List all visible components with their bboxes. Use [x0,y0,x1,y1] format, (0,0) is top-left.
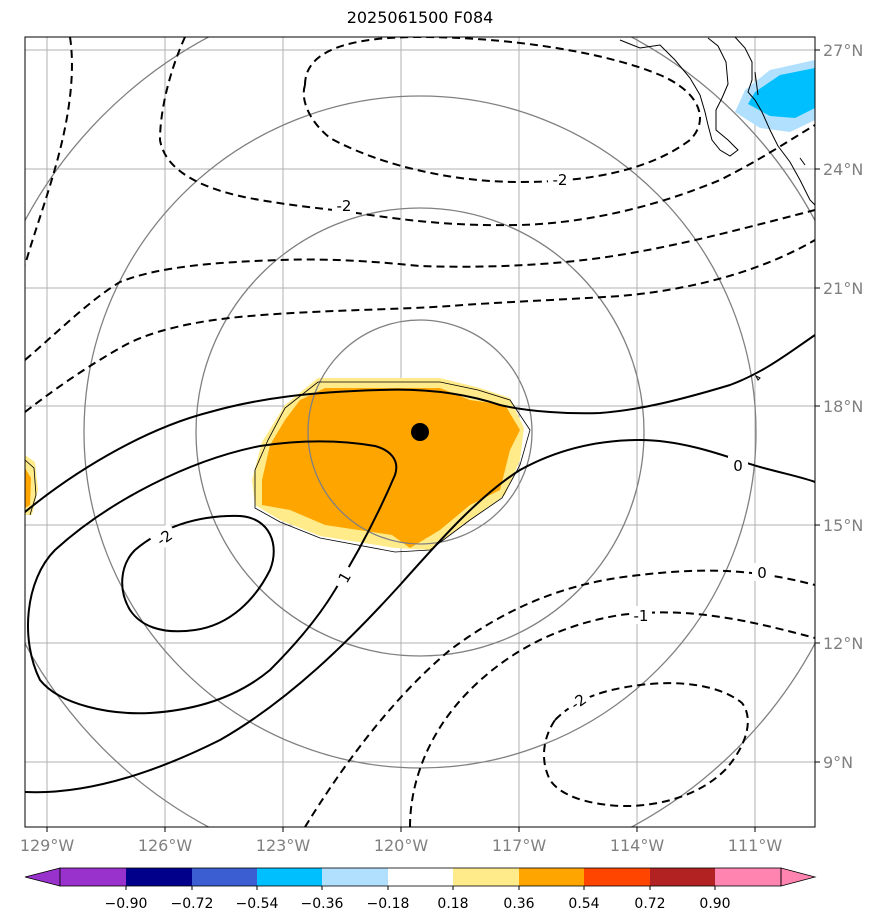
colorbar-extend-high [780,867,817,887]
colorbar-label: 0.18 [437,896,468,912]
lon-label: 129°W [20,836,75,855]
plot-title: 2025061500 F084 [346,8,494,27]
colorbar-label: 0.54 [568,896,599,912]
contour-label: -2 [553,171,568,189]
contour-label: -2 [337,197,352,215]
contour-label: 0 [733,457,743,475]
colorbar-segment [584,868,650,886]
lon-label: 117°W [492,836,547,855]
lon-labels: 129°W 126°W 123°W 120°W 117°W 114°W 111°… [20,836,783,855]
contour-labels: -2 -2 -2 0 0 1 -1 -2 [149,170,772,716]
colorbar-label: −0.36 [301,896,344,912]
shade-blue [748,68,815,118]
colorbar-segment [388,868,453,886]
lat-label: 9°N [823,753,853,772]
shade-orange [262,388,520,548]
colorbar-label: −0.54 [236,896,279,912]
colorbar-segment [519,868,584,886]
lon-label: 114°W [610,836,665,855]
colorbar-segment [60,868,126,886]
lat-label: 24°N [823,160,863,179]
lon-label: 126°W [138,836,193,855]
colorbar-label: −0.18 [367,896,410,912]
lat-label: 21°N [823,279,863,298]
colorbar-segment [192,868,257,886]
colorbar-segment [257,868,322,886]
coastline [619,37,815,381]
tick-marks [46,49,820,832]
map-area: -2 -2 -2 0 0 1 -1 -2 [25,37,815,827]
storm-center-marker [411,423,429,441]
shade-outline [254,381,531,553]
lat-label: 18°N [823,397,863,416]
colorbar-label: 0.90 [699,896,730,912]
lat-label: 27°N [823,41,863,60]
colorbar-segment [126,868,192,886]
lat-label: 15°N [823,516,863,535]
map-frame [24,36,816,828]
shaded-field [25,60,815,550]
colorbar-label: −0.90 [105,896,148,912]
colorbar-label: −0.72 [171,896,214,912]
colorbar-label: 0.36 [503,896,534,912]
colorbar-segment [453,868,519,886]
dashed-contours [25,37,815,827]
contour-label: -1 [634,607,649,625]
colorbar-extend-low [24,867,61,887]
colorbar-segment [650,868,715,886]
lon-label: 120°W [374,836,429,855]
lon-label: 123°W [256,836,311,855]
lat-label: 12°N [823,634,863,653]
contour-label: 0 [757,564,767,582]
lon-label: 111°W [728,836,783,855]
colorbar-segment [322,868,388,886]
colorbar: −0.90 −0.72 −0.54 −0.36 −0.18 0.18 0.36 … [24,867,817,912]
lat-labels: 27°N 24°N 21°N 18°N 15°N 12°N 9°N [823,41,863,772]
range-rings [25,37,815,827]
colorbar-segment [715,868,781,886]
colorbar-label: 0.72 [634,896,665,912]
